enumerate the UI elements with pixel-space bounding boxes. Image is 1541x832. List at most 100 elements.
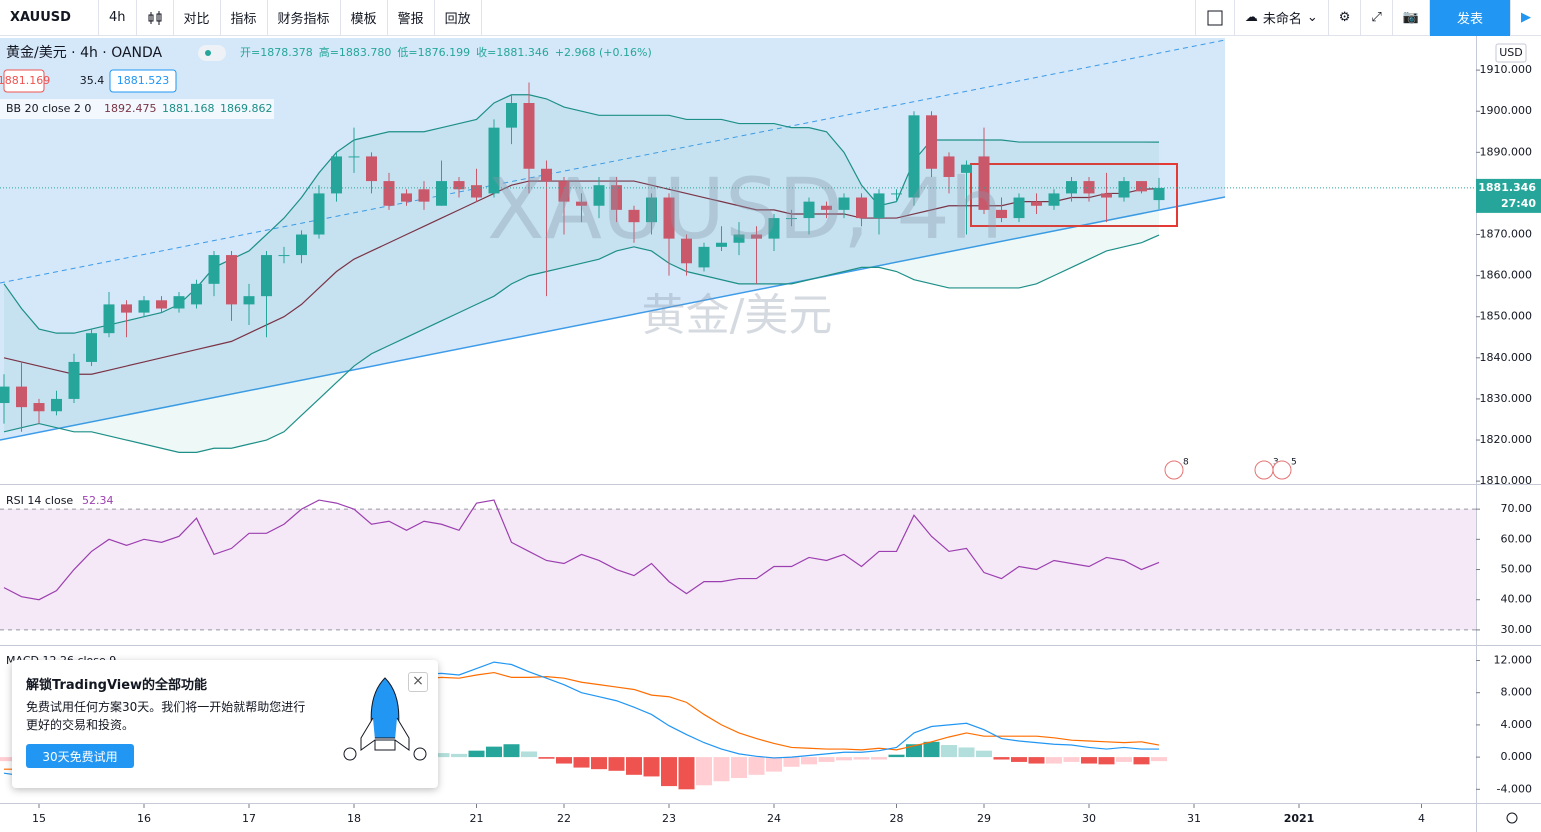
candle-body bbox=[0, 386, 10, 404]
toolbar-button[interactable]: 指标 bbox=[221, 0, 268, 36]
interval[interactable]: 4h bbox=[99, 0, 137, 36]
y-tick-label: 50.00 bbox=[1501, 563, 1533, 576]
currency-box[interactable] bbox=[1495, 43, 1527, 63]
layout-name: 未命名 bbox=[1262, 12, 1302, 27]
y-tick-label: 1870.000 bbox=[1480, 228, 1533, 241]
candle-body bbox=[663, 197, 675, 239]
histogram-bar bbox=[503, 744, 520, 758]
play[interactable]: ▶ bbox=[1521, 10, 1531, 25]
histogram-bar bbox=[888, 754, 905, 758]
rsi-legend: RSI 14 close bbox=[6, 494, 73, 507]
status-pill bbox=[198, 45, 226, 61]
x-tick-label: 17 bbox=[242, 812, 256, 825]
x-tick-label: 2021 bbox=[1284, 812, 1315, 825]
candle-body bbox=[821, 205, 832, 210]
symbol[interactable]: XAUUSD bbox=[0, 0, 99, 36]
rocket-illustration bbox=[343, 677, 427, 761]
x-tick-label: 31 bbox=[1187, 812, 1201, 825]
countdown: 27:40 bbox=[1501, 197, 1536, 210]
event-count: 3 bbox=[1273, 458, 1279, 468]
y-tick-label: 70.00 bbox=[1501, 502, 1533, 515]
publish-button[interactable]: 发表 bbox=[1430, 0, 1511, 36]
candle-body bbox=[908, 115, 920, 198]
candle-body bbox=[786, 218, 797, 220]
y-tick-label: 1840.000 bbox=[1480, 351, 1533, 364]
histogram-bar bbox=[713, 757, 730, 782]
rsi-value: 52.34 bbox=[82, 494, 114, 507]
candle-body bbox=[891, 193, 902, 195]
ohlc-value: 收=1881.346 bbox=[476, 45, 549, 59]
y-tick-label: 1810.000 bbox=[1480, 474, 1533, 487]
status-dot bbox=[205, 50, 211, 56]
histogram-bar bbox=[941, 745, 957, 758]
candle-body bbox=[1101, 193, 1112, 198]
histogram-bar bbox=[923, 741, 940, 758]
bb-legend: BB 20 close 2 0 bbox=[6, 102, 91, 115]
histogram-bar bbox=[1011, 757, 1027, 762]
bid-box[interactable] bbox=[3, 69, 45, 93]
histogram-bar bbox=[731, 757, 747, 779]
change: +2.968 (+0.16%) bbox=[555, 46, 652, 59]
x-tick-label: 4 bbox=[1418, 812, 1425, 825]
x-tick-label: 30 bbox=[1082, 812, 1096, 825]
settings[interactable]: ⚙ bbox=[1329, 0, 1362, 36]
histogram-bar bbox=[1116, 757, 1132, 762]
snapshot[interactable]: 📷 bbox=[1393, 0, 1430, 36]
histogram-bar bbox=[1133, 757, 1150, 765]
histogram-bar bbox=[906, 744, 922, 758]
highlight-box bbox=[970, 163, 1178, 227]
promo-button[interactable]: 30天免费试用 bbox=[26, 744, 134, 768]
candle-body bbox=[173, 296, 185, 309]
histogram-bar bbox=[521, 751, 537, 758]
candle-icon bbox=[148, 10, 162, 25]
rsi-line bbox=[3, 499, 1160, 601]
candle-body bbox=[1066, 181, 1077, 194]
toolbar-button[interactable]: 对比 bbox=[174, 0, 221, 36]
settings-icon[interactable] bbox=[1506, 812, 1518, 824]
x-tick-label: 23 bbox=[662, 812, 676, 825]
promo-title: 解锁TradingView的全部功能 bbox=[26, 678, 208, 693]
candle-body bbox=[1048, 193, 1060, 206]
toolbar-button[interactable]: 回放 bbox=[435, 0, 482, 36]
histogram-bar bbox=[1028, 757, 1045, 764]
y-tick-label: 40.00 bbox=[1501, 593, 1533, 606]
ohlc-value: 高=1883.780 bbox=[319, 45, 392, 59]
ask-box[interactable] bbox=[109, 69, 177, 93]
candle-body bbox=[208, 255, 220, 284]
candle-body bbox=[33, 403, 45, 412]
candle-body bbox=[926, 115, 937, 169]
toolbar-button[interactable]: 财务指标 bbox=[268, 0, 341, 36]
candle-body bbox=[16, 386, 27, 408]
toolbar-button[interactable]: 警报 bbox=[388, 0, 435, 36]
candle-body bbox=[191, 283, 202, 305]
fullscreen[interactable]: ⤢ bbox=[1361, 0, 1393, 36]
bb-value: 1881.168 bbox=[162, 102, 215, 115]
layout-button[interactable] bbox=[1194, 0, 1235, 36]
histogram-bar bbox=[573, 757, 590, 768]
rsi-band bbox=[0, 509, 1476, 630]
x-tick-label: 21 bbox=[470, 812, 484, 825]
ask: 1881.523 bbox=[117, 74, 170, 87]
x-tick-label: 16 bbox=[137, 812, 151, 825]
promo-popup: 解锁TradingView的全部功能 免费试用任何方案30天。我们将一开始就帮助… bbox=[12, 660, 438, 788]
histogram-bar bbox=[451, 753, 467, 758]
chart-style[interactable] bbox=[137, 0, 174, 36]
candle-body bbox=[646, 197, 657, 223]
candle-body bbox=[296, 234, 307, 256]
spread: 35.4 bbox=[80, 74, 105, 87]
y-tick-label: 1850.000 bbox=[1480, 310, 1533, 323]
candle-body bbox=[226, 255, 237, 305]
close-button[interactable]: × bbox=[408, 672, 428, 692]
histogram-bar bbox=[1151, 757, 1167, 762]
y-tick-label: 8.000 bbox=[1501, 686, 1533, 699]
bb-value: 1892.475 bbox=[104, 102, 157, 115]
candle-body bbox=[383, 181, 395, 206]
event-icon bbox=[1254, 460, 1274, 480]
candle-body bbox=[576, 201, 587, 206]
toolbar-button[interactable]: 模板 bbox=[341, 0, 388, 36]
save[interactable]: ☁ 未命名 ⌄ bbox=[1235, 0, 1329, 36]
histogram-bar bbox=[591, 757, 607, 770]
candle-body bbox=[593, 185, 605, 206]
y-tick-label: 30.00 bbox=[1501, 623, 1533, 636]
histogram-bar bbox=[836, 757, 852, 761]
